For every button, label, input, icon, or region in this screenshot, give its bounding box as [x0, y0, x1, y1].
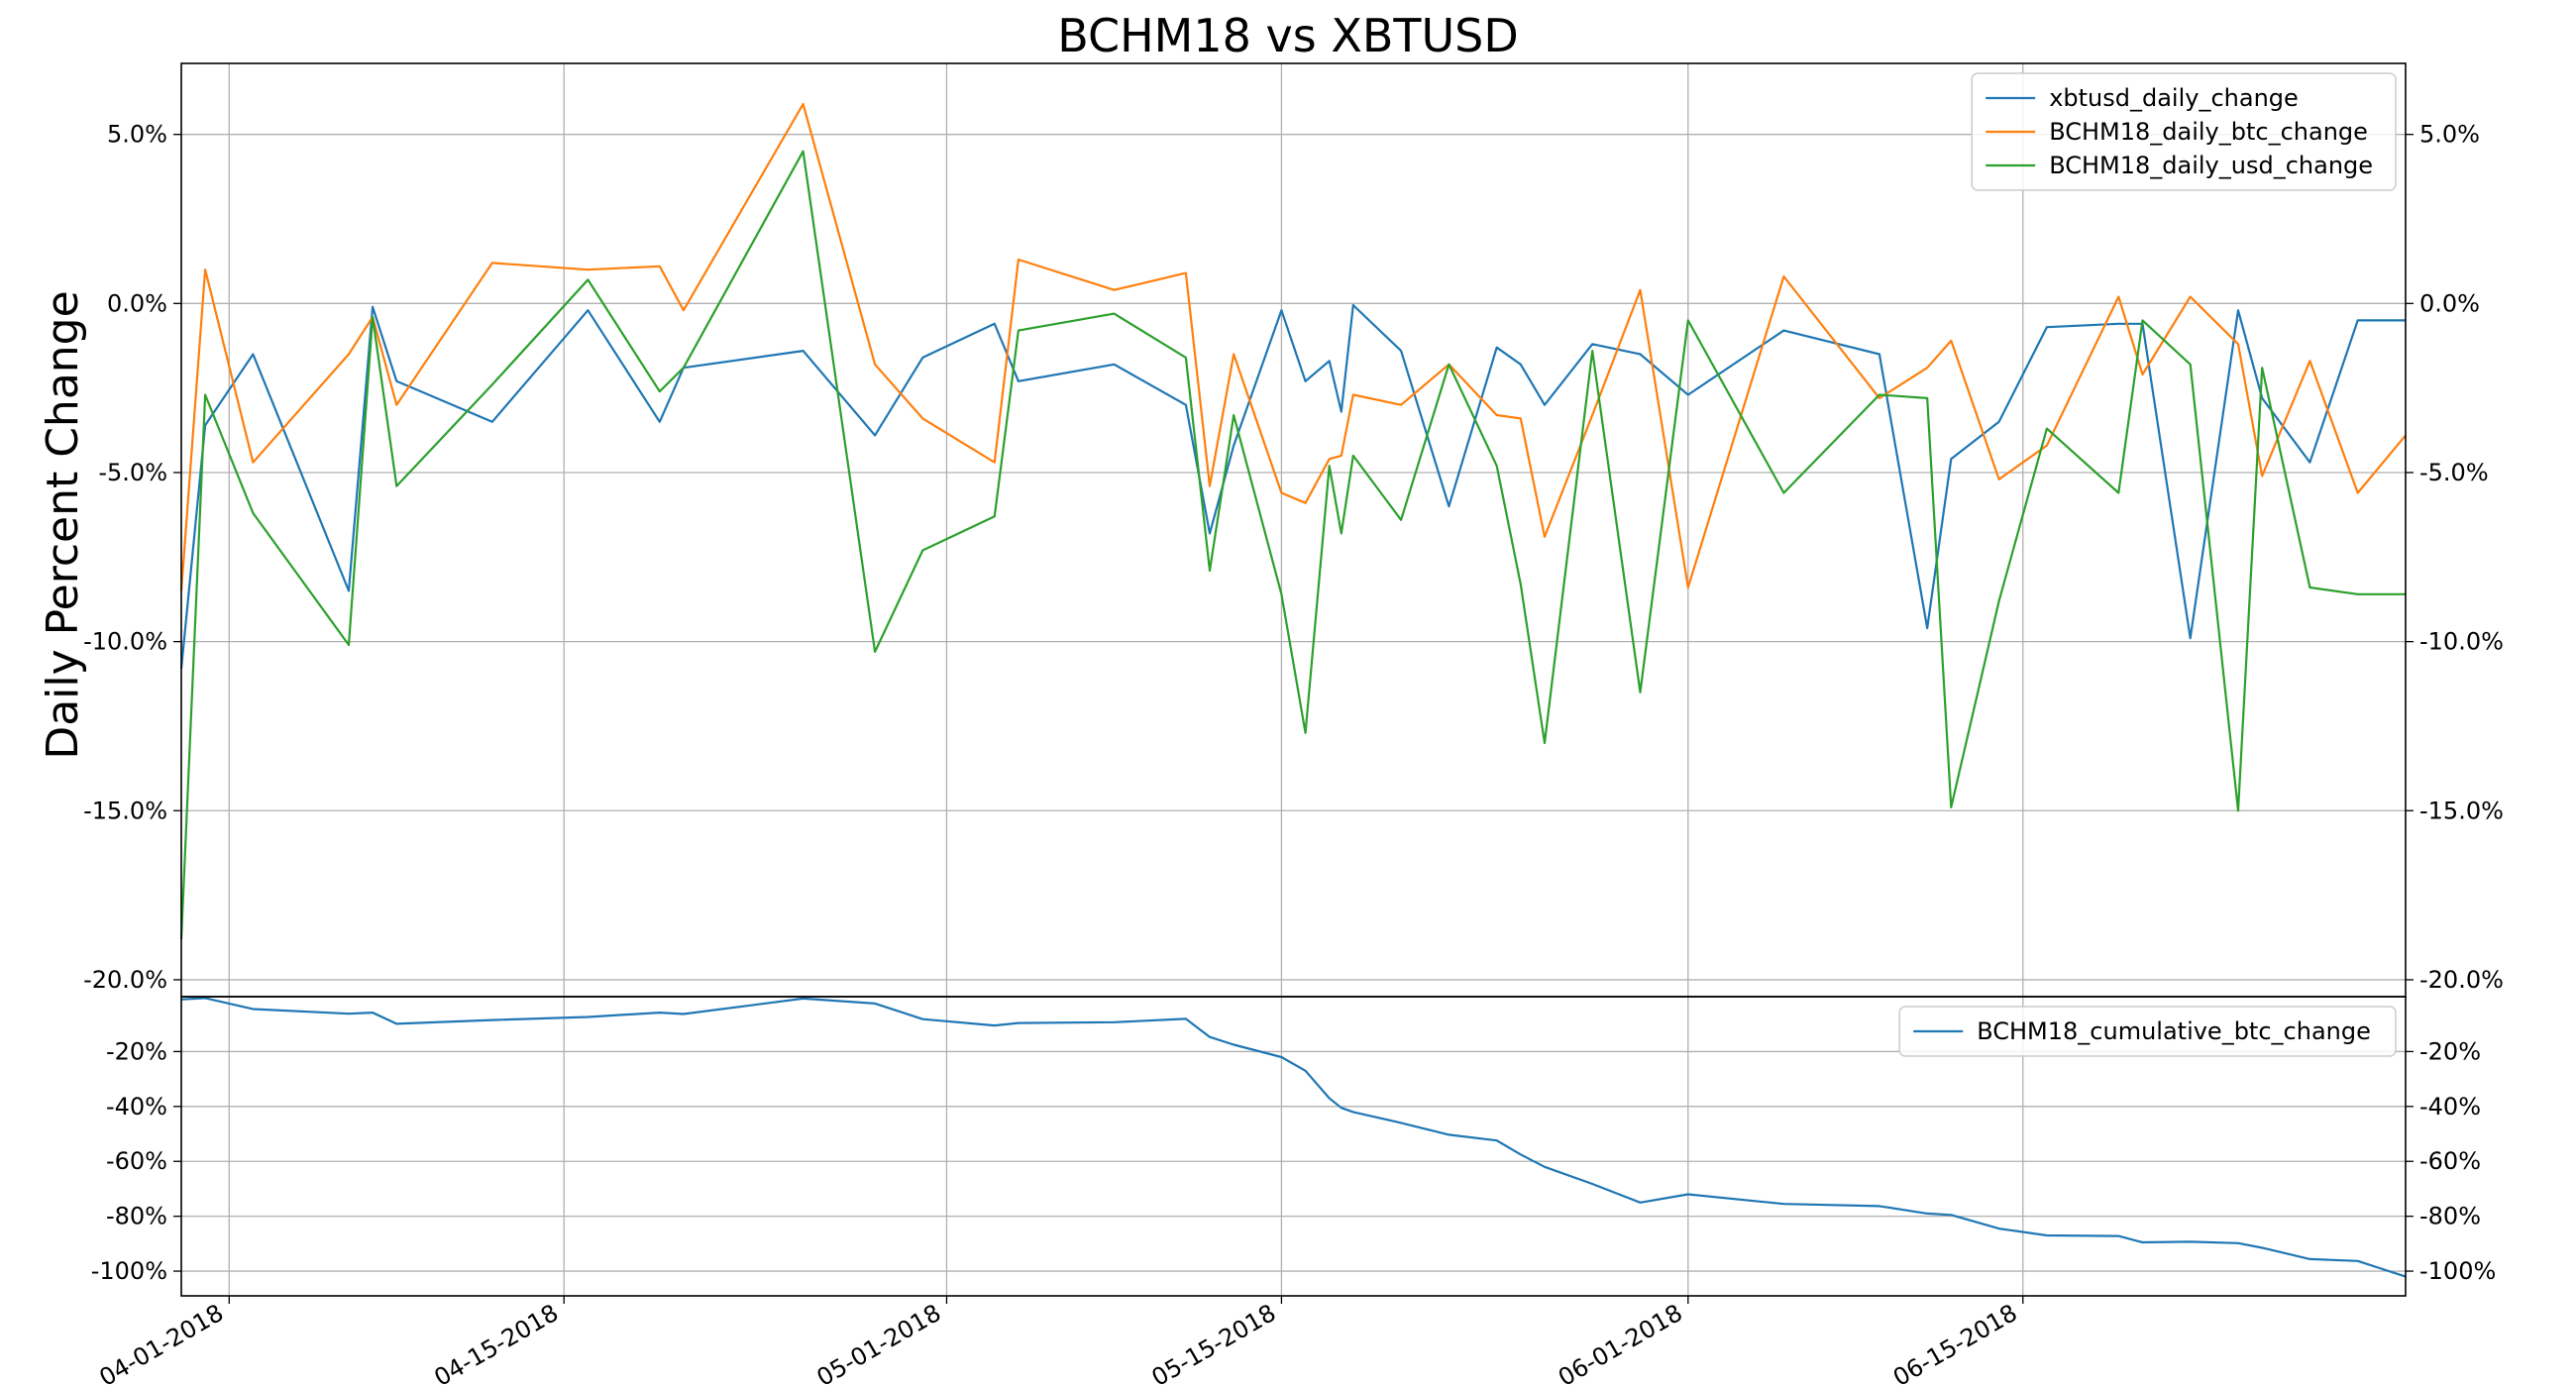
x-tick-label: 04-15-2018: [429, 1299, 563, 1387]
x-tick-label: 05-01-2018: [812, 1299, 946, 1387]
y-tick-label-right: 0.0%: [2419, 289, 2480, 317]
top-axes: 5.0% 5.0% 0.0% 0.0% -5.0% -5.0% -10.0% -10.0% -1…: [83, 62, 2504, 998]
top-grid: [181, 63, 2406, 997]
y-tick-label-right: -15.0%: [2419, 797, 2504, 824]
y-tick-label: -80%: [106, 1203, 167, 1230]
y-tick-label: -5.0%: [98, 459, 167, 486]
x-tick-label: 04-01-2018: [94, 1299, 228, 1387]
y-tick-label: -15.0%: [83, 797, 167, 824]
legend-box: [1971, 72, 2397, 191]
chart-title: BCHM18 vs XBTUSD: [1057, 9, 1519, 62]
y-tick-label-right: -80%: [2419, 1203, 2481, 1230]
y-axis-label: Daily Percent Change: [38, 290, 88, 759]
y-tick-label: 0.0%: [107, 289, 167, 317]
x-tick-label: 06-01-2018: [1554, 1299, 1687, 1387]
y-tick-label-right: -60%: [2419, 1147, 2481, 1175]
bottom-axes: -20% -20% -40% -40% -60% -60% -80% -80% -100% -10…: [91, 996, 2496, 1297]
bottom-grid: [181, 997, 2406, 1296]
y-tick-label: -10.0%: [83, 628, 167, 656]
y-tick-label: -60%: [106, 1147, 167, 1175]
legend-label: BCHM18_daily_usd_change: [2049, 152, 2373, 179]
x-tick-label: 05-15-2018: [1147, 1299, 1281, 1387]
bottom-plot-frame: [180, 996, 2407, 1297]
top-plot-lines: [179, 102, 2407, 940]
y-tick-label-right: -40%: [2419, 1093, 2481, 1120]
top-legend: xbtusd_daily_change BCHM18_daily_btc_chan…: [1971, 72, 2397, 191]
series-line-xbtusd_daily_change: [179, 303, 2406, 670]
series-line-BCHM18_cumulative_btc_change: [180, 997, 2407, 1278]
series-line-BCHM18_daily_usd_change: [179, 150, 2406, 940]
bottom-legend: BCHM18_cumulative_btc_change: [1898, 1006, 2397, 1057]
legend-label: BCHM18_daily_btc_change: [2049, 118, 2368, 146]
y-tick-label-right: -100%: [2419, 1257, 2496, 1285]
legend-label: BCHM18_cumulative_btc_change: [1977, 1017, 2371, 1045]
y-tick-label-right: 5.0%: [2419, 121, 2480, 149]
y-tick-label: 5.0%: [107, 121, 167, 149]
legend-label: xbtusd_daily_change: [2049, 84, 2299, 112]
x-axis: 04-01-2018 04-15-2018 05-01-2018 05-15-2018…: [94, 1296, 2024, 1387]
y-tick-label: -100%: [91, 1257, 167, 1285]
y-tick-label-right: -20.0%: [2419, 966, 2504, 994]
y-tick-label: -20.0%: [83, 966, 167, 994]
y-tick-label-right: -5.0%: [2419, 459, 2489, 486]
legend-box: [1898, 1006, 2397, 1057]
series-line-BCHM18_daily_btc_change: [179, 102, 2407, 591]
y-tick-label-right: -10.0%: [2419, 628, 2504, 656]
y-tick-label: -40%: [106, 1093, 167, 1120]
top-plot-frame: [180, 62, 2407, 998]
y-tick-label: -20%: [106, 1037, 167, 1065]
bottom-plot-lines: [180, 997, 2407, 1278]
x-tick-label: 06-15-2018: [1888, 1299, 2022, 1387]
y-tick-label-right: -20%: [2419, 1037, 2481, 1065]
